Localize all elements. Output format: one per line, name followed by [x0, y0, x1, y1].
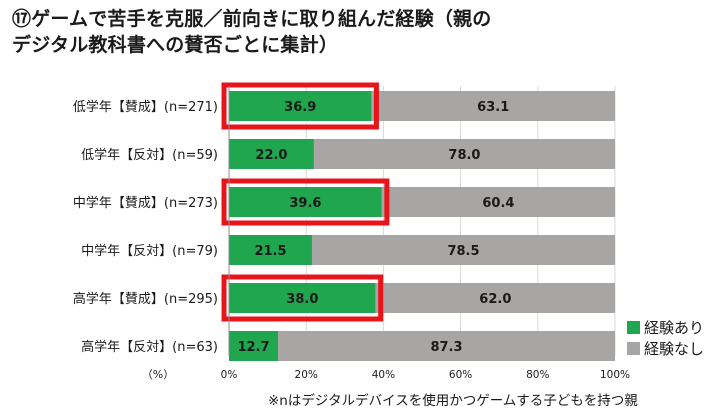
bar-segment-experienced [229, 331, 279, 361]
x-tick-label: 40% [372, 369, 395, 381]
category-label: 低学年【賛成】(n=271) [73, 99, 218, 115]
data-label: 78.0 [448, 148, 480, 163]
highlight-box [221, 274, 384, 322]
chart-title: ⑰ゲームで苦手を克服／前向きに取り組んだ経験（親の デジタル教科書への賛否ごとに… [12, 6, 712, 58]
unit-label: （%） [142, 368, 174, 381]
data-label: 78.5 [447, 244, 479, 259]
bar-segment-experienced [229, 235, 312, 265]
chart-title-line-1: ⑰ゲームで苦手を克服／前向きに取り組んだ経験（親の [12, 8, 492, 30]
legend-label: 経験あり [644, 319, 704, 337]
highlight-box [221, 178, 390, 226]
category-label: 低学年【反対】(n=59) [81, 147, 218, 163]
bar-segment-not-experienced [313, 139, 615, 169]
data-label: 12.7 [237, 340, 269, 355]
bar-segment-not-experienced [375, 283, 615, 313]
bar-segment-not-experienced [311, 235, 615, 265]
data-label: 21.5 [254, 244, 286, 259]
category-label: 高学年【反対】(n=63) [81, 339, 218, 355]
legend-swatch-experienced [627, 321, 640, 334]
data-label: 62.0 [479, 292, 511, 307]
data-label: 38.0 [286, 292, 318, 307]
bar-segment-experienced [229, 283, 376, 313]
data-label: 36.9 [284, 100, 316, 115]
chart-title-line-2: デジタル教科書への賛否ごとに集計） [12, 34, 339, 56]
legend-swatch-not-experienced [627, 342, 640, 355]
footnote: ※nはデジタルデバイスを使用かつゲームする子どもを持つ親 [268, 393, 638, 409]
bar-segment-experienced [229, 187, 382, 217]
bar-segment-experienced [229, 91, 372, 121]
x-tick-label: 100% [600, 369, 630, 381]
x-tick-label: 0% [221, 369, 238, 381]
data-label: 60.4 [482, 196, 514, 211]
category-label: 高学年【賛成】(n=295) [73, 291, 218, 307]
category-label: 中学年【反対】(n=79) [81, 243, 218, 259]
data-label: 87.3 [430, 340, 462, 355]
bar-segment-experienced [229, 139, 314, 169]
data-label: 22.0 [255, 148, 287, 163]
x-tick-label: 20% [295, 369, 318, 381]
data-label: 63.1 [477, 100, 509, 115]
bar-segment-not-experienced [381, 187, 615, 217]
x-tick-label: 60% [449, 369, 472, 381]
bar-segment-not-experienced [278, 331, 615, 361]
highlight-box [221, 82, 379, 130]
bar-segment-not-experienced [371, 91, 615, 121]
x-tick-label: 80% [526, 369, 549, 381]
legend-label: 経験なし [644, 340, 704, 358]
category-label: 中学年【賛成】(n=273) [73, 195, 218, 211]
data-label: 39.6 [289, 196, 321, 211]
